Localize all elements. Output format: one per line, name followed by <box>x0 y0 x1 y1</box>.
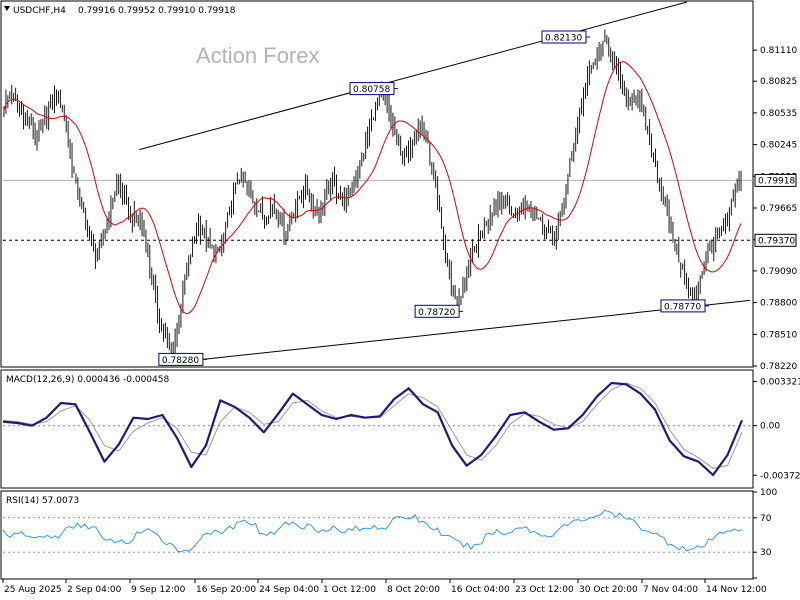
x-tick-label: 14 Nov 12:00 <box>706 585 767 595</box>
current-price-tag: 0.79918 <box>754 173 797 187</box>
price-annotation: 0.82130 <box>541 30 590 44</box>
macd-y-tick-label: -0.003723 <box>760 471 800 481</box>
rsi-title: RSI(14) 57.0073 <box>6 496 79 506</box>
x-tick-label: 2 Sep 04:00 <box>67 585 122 595</box>
annotation-label: 0.80758 <box>353 85 390 95</box>
moving-average-line <box>3 61 742 315</box>
y-tick-label: 0.79665 <box>760 204 797 214</box>
x-tick-label: 16 Sep 20:00 <box>196 585 256 595</box>
y-tick-label: 0.79090 <box>760 267 797 277</box>
price-annotation: 0.78720 <box>414 304 464 318</box>
x-tick-label: 16 Oct 04:00 <box>451 585 510 595</box>
x-tick-label: 9 Sep 12:00 <box>131 585 186 595</box>
x-tick-label: 30 Oct 20:00 <box>579 585 638 595</box>
macd-title: MACD(12,26,9) 0.000436 -0.000458 <box>6 375 169 385</box>
x-tick-label: 8 Oct 20:00 <box>387 585 440 595</box>
level-price-tag: 0.79370 <box>754 233 797 247</box>
x-tick-label: 25 Aug 2025 <box>4 585 62 595</box>
price-panel-frame <box>0 0 754 368</box>
price-annotation: 0.80758 <box>349 82 398 96</box>
macd-y-tick-label: 0.00 <box>760 422 780 432</box>
trendline <box>202 299 751 360</box>
price-tag-label: 0.79370 <box>758 236 795 246</box>
y-tick-label: 0.80535 <box>760 109 797 119</box>
macd-y-tick-label: 0.003321 <box>760 377 800 387</box>
annotation-label: 0.78720 <box>418 308 455 318</box>
x-tick-label: 1 Oct 12:00 <box>323 585 376 595</box>
y-tick-label: 0.81110 <box>760 46 797 56</box>
watermark: Action Forex <box>196 43 320 68</box>
annotation-label: 0.78770 <box>664 302 701 312</box>
price-annotation: 0.78770 <box>660 299 709 313</box>
x-tick-label: 23 Oct 12:00 <box>515 585 574 595</box>
price-header: USDCHF,H4 0.79916 0.79952 0.79910 0.7991… <box>4 6 236 16</box>
x-tick-label: 7 Nov 04:00 <box>643 585 698 595</box>
trendline <box>139 1 688 151</box>
collapse-arrow-icon <box>4 6 10 11</box>
y-tick-label: 0.78800 <box>760 299 797 309</box>
rsi-y-tick-label: 30 <box>760 548 772 558</box>
annotation-label: 0.82130 <box>545 34 582 44</box>
x-tick-label: 24 Sep 04:00 <box>259 585 319 595</box>
y-tick-label: 0.78220 <box>760 362 797 372</box>
macd-line <box>2 381 744 477</box>
macd-panel-frame <box>0 369 754 489</box>
price-annotation: 0.78280 <box>158 352 207 366</box>
rsi-line <box>2 510 743 553</box>
price-tag-label: 0.79918 <box>758 176 795 186</box>
y-tick-label: 0.80825 <box>760 77 797 87</box>
rsi-panel-frame <box>0 490 754 580</box>
rsi-y-tick-label: 100 <box>760 488 777 498</box>
symbol-label: USDCHF,H4 <box>13 6 66 16</box>
y-tick-label: 0.80245 <box>760 141 797 151</box>
ohlc-label: 0.79916 0.79952 0.79910 0.79918 <box>78 6 236 16</box>
y-tick-label: 0.78510 <box>760 330 797 340</box>
rsi-y-tick-label: 70 <box>760 514 772 524</box>
annotation-label: 0.78280 <box>162 356 199 366</box>
